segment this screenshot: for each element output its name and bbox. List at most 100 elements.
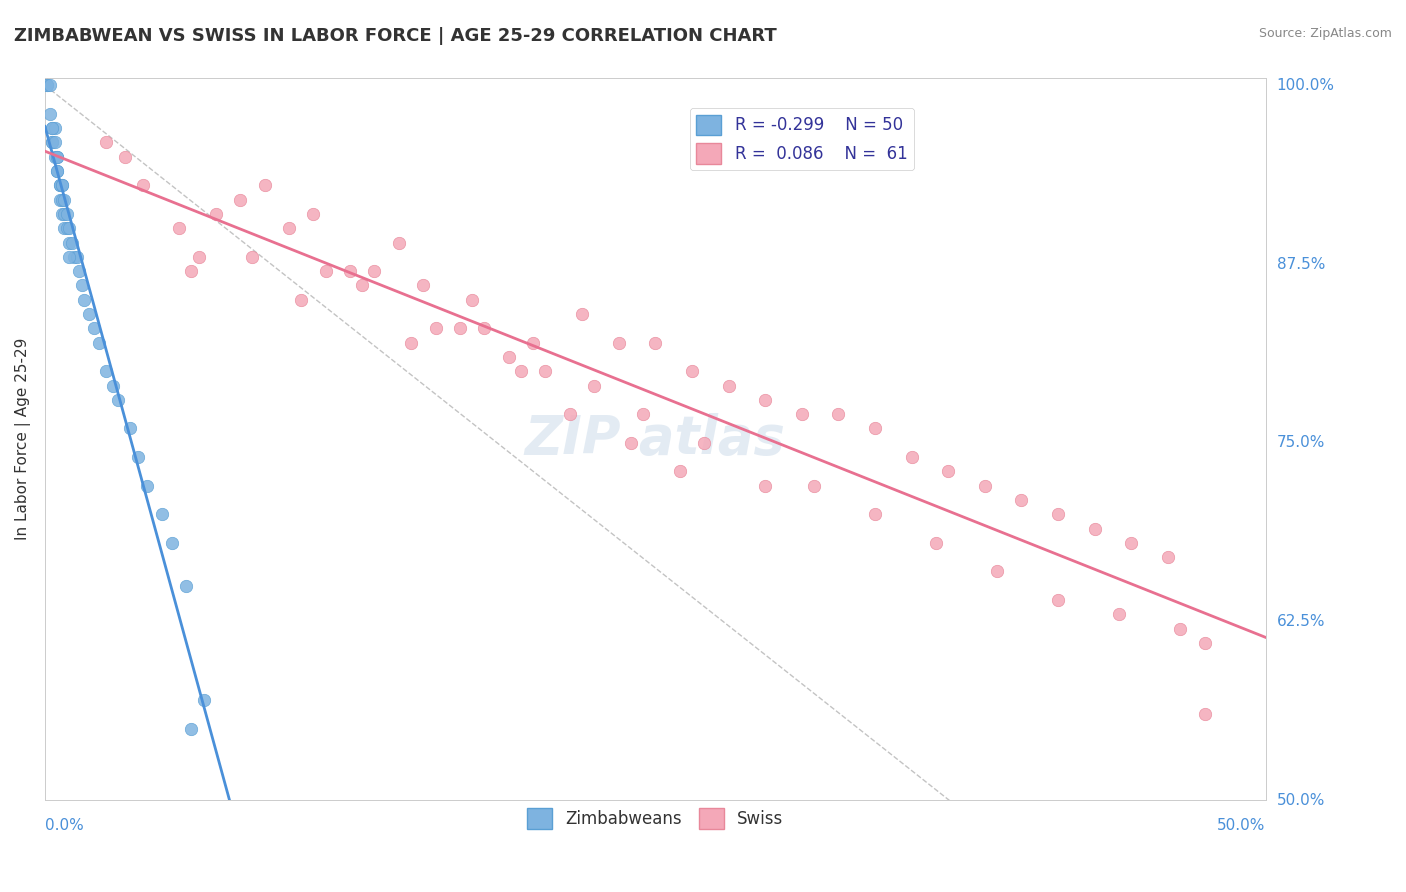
Point (107, 392, 129, 407)
Point (150, 508, 173, 522)
Point (973, 478, 995, 492)
Point (127, 450, 149, 464)
Point (607, 335, 630, 350)
Point (51, 178, 73, 193)
Text: ZIMBABWEAN VS SWISS IN LABOR FORCE | AGE 25-29 CORRELATION CHART: ZIMBABWEAN VS SWISS IN LABOR FORCE | AGE… (14, 27, 776, 45)
Point (242, 250, 264, 264)
Text: 62.5%: 62.5% (1277, 614, 1326, 629)
Point (51, 193, 73, 207)
Point (425, 321, 447, 335)
Point (46, 150, 69, 164)
Point (37, 78, 59, 93)
Point (1194, 636, 1216, 650)
Point (863, 508, 886, 522)
Point (58, 221, 80, 235)
Point (754, 478, 776, 492)
Point (48, 178, 70, 193)
Point (51, 207, 73, 221)
Point (41, 136, 63, 150)
Point (863, 421, 886, 435)
Point (44, 121, 66, 136)
Point (67, 264, 90, 278)
Y-axis label: In Labor Force | Age 25-29: In Labor Force | Age 25-29 (15, 338, 31, 541)
Point (498, 350, 520, 364)
Text: 0.0%: 0.0% (45, 818, 83, 833)
Point (46, 150, 69, 164)
Point (37, 78, 59, 93)
Point (41, 121, 63, 136)
Point (461, 293, 484, 307)
Point (644, 335, 666, 350)
Text: 87.5%: 87.5% (1277, 257, 1324, 271)
Point (53, 221, 76, 235)
Point (48, 178, 70, 193)
Point (1168, 622, 1191, 636)
Text: 75.0%: 75.0% (1277, 435, 1324, 450)
Point (176, 579, 198, 593)
Point (38, 107, 60, 121)
Point (631, 407, 654, 421)
Point (41, 136, 63, 150)
Point (60, 235, 83, 250)
Point (1157, 550, 1180, 565)
Point (94, 136, 117, 150)
Text: 50.0%: 50.0% (1218, 818, 1265, 833)
Point (63, 250, 86, 264)
Point (986, 565, 1008, 579)
Point (1108, 607, 1130, 622)
Point (472, 321, 495, 335)
Point (925, 536, 948, 550)
Point (58, 250, 80, 264)
Point (693, 435, 716, 450)
Point (48, 193, 70, 207)
Legend: R = -0.299    N = 50, R =  0.086    N =  61: R = -0.299 N = 50, R = 0.086 N = 61 (689, 108, 914, 170)
Point (193, 693, 215, 707)
Point (253, 178, 276, 193)
Point (70, 278, 93, 293)
Point (77, 307, 100, 321)
Text: 100.0%: 100.0% (1277, 78, 1334, 93)
Text: Source: ZipAtlas.com: Source: ZipAtlas.com (1258, 27, 1392, 40)
Point (56, 221, 79, 235)
Point (180, 264, 202, 278)
Point (363, 264, 385, 278)
Point (94, 364, 117, 378)
Point (187, 250, 209, 264)
Point (315, 264, 337, 278)
Point (1121, 536, 1143, 550)
Point (339, 264, 361, 278)
Point (46, 164, 69, 178)
Point (180, 722, 202, 736)
Point (790, 407, 813, 421)
Point (1194, 707, 1216, 722)
Point (103, 378, 125, 392)
Point (510, 364, 533, 378)
Text: 50.0%: 50.0% (1277, 793, 1324, 808)
Point (167, 221, 190, 235)
Point (1084, 522, 1107, 536)
Point (449, 321, 471, 335)
Point (278, 221, 301, 235)
Point (46, 164, 69, 178)
Point (668, 464, 690, 478)
Point (83, 321, 105, 335)
Point (558, 407, 581, 421)
Point (136, 478, 159, 492)
Point (399, 335, 422, 350)
Point (803, 478, 825, 492)
Point (160, 536, 183, 550)
Point (290, 293, 312, 307)
Point (131, 178, 153, 193)
Point (58, 235, 80, 250)
Point (114, 150, 136, 164)
Point (44, 150, 66, 164)
Point (66, 250, 89, 264)
Point (681, 364, 703, 378)
Point (229, 193, 252, 207)
Point (522, 335, 544, 350)
Point (352, 278, 374, 293)
Point (120, 421, 142, 435)
Point (754, 392, 776, 407)
Point (41, 121, 63, 136)
Point (571, 307, 593, 321)
